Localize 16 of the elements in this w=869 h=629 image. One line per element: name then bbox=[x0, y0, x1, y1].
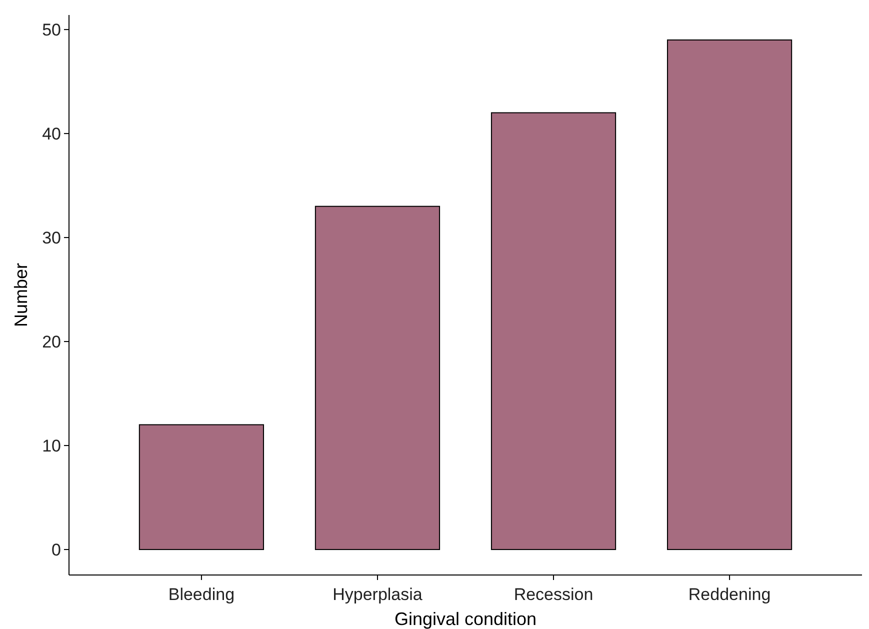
x-tick-label: Hyperplasia bbox=[332, 585, 423, 604]
y-axis-title: Number bbox=[11, 262, 31, 328]
y-tick-label: 40 bbox=[42, 124, 61, 144]
x-tick-label: Recession bbox=[514, 585, 594, 604]
y-tick-label: 50 bbox=[42, 20, 61, 40]
y-tick-label: 0 bbox=[52, 540, 61, 560]
x-tick-label: Bleeding bbox=[168, 585, 235, 604]
bar bbox=[138, 424, 264, 550]
bar bbox=[490, 112, 616, 550]
y-tick-label: 10 bbox=[42, 436, 61, 456]
y-tick-label: 20 bbox=[42, 332, 61, 352]
x-axis-title: Gingival condition bbox=[394, 609, 537, 629]
bar bbox=[314, 206, 440, 550]
bar bbox=[666, 39, 792, 550]
x-tick-label: Reddening bbox=[688, 585, 771, 604]
y-tick-label: 30 bbox=[42, 228, 61, 248]
